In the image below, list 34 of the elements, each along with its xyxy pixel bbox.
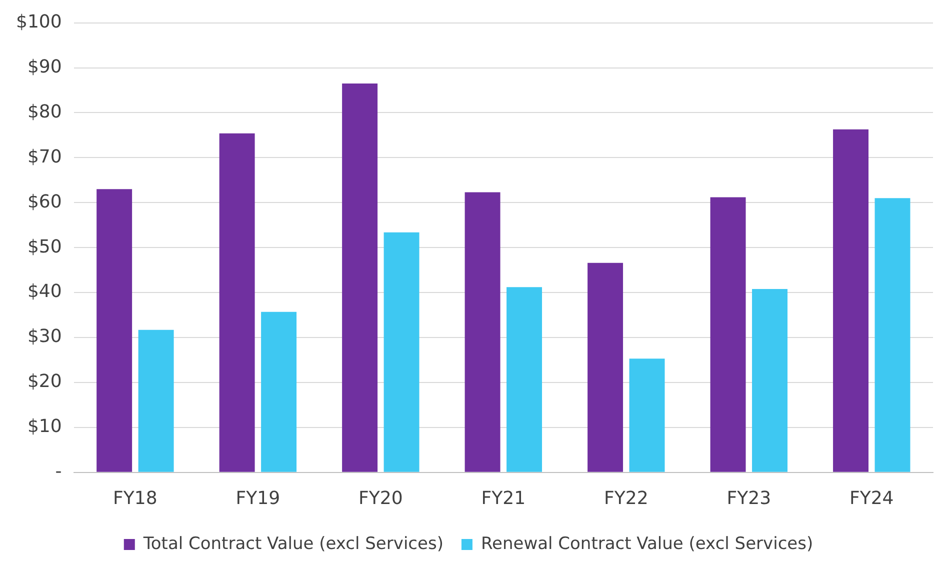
x-tick-label: FY19 — [236, 488, 280, 509]
bar — [342, 83, 378, 472]
y-tick-label: $70 — [27, 146, 62, 168]
bar — [506, 287, 542, 472]
x-tick-label: FY21 — [481, 488, 526, 509]
x-tick-label: FY22 — [604, 488, 648, 509]
bar — [219, 133, 255, 472]
y-tick-label: - — [55, 461, 62, 482]
y-tick-label: $10 — [27, 416, 62, 438]
x-tick-label: FY24 — [849, 488, 894, 509]
bar — [588, 262, 624, 472]
bar — [833, 129, 868, 472]
y-tick-label: $100 — [16, 11, 62, 32]
bar — [629, 358, 665, 472]
legend-label: Total Contract Value (excl Services) — [142, 534, 444, 554]
x-tick-label: FY20 — [358, 488, 403, 509]
legend-label: Renewal Contract Value (excl Services) — [480, 534, 814, 554]
bar — [384, 232, 420, 472]
bar — [96, 189, 132, 472]
x-tick-label: FY18 — [113, 488, 158, 509]
y-tick-label: $30 — [27, 326, 62, 348]
bar — [464, 192, 500, 472]
y-tick-label: $20 — [27, 371, 62, 392]
y-tick-label: $90 — [27, 56, 62, 78]
bar — [138, 330, 174, 472]
bar — [710, 197, 746, 472]
y-tick-label: $50 — [27, 236, 62, 258]
bar — [874, 198, 910, 472]
y-tick-label: $80 — [27, 101, 62, 122]
y-tick-label: $40 — [27, 281, 62, 302]
y-tick-label: $60 — [27, 191, 62, 212]
bar — [752, 288, 788, 472]
x-tick-label: FY23 — [726, 488, 772, 509]
bar — [261, 312, 297, 472]
